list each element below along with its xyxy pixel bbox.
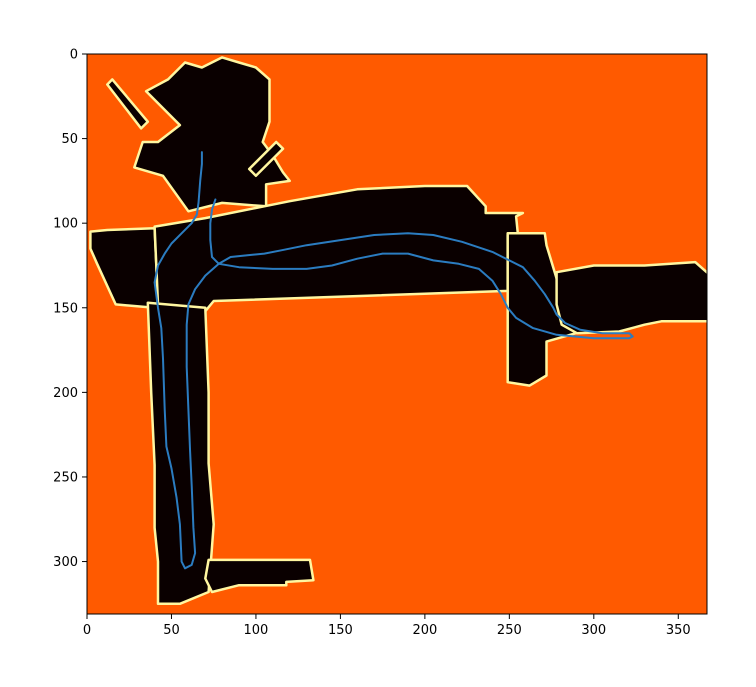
- free-space-layer: [89, 56, 707, 606]
- x-axis: 0 50 100 150 200 250 300 350: [83, 614, 691, 638]
- y-tick-label: 50: [61, 132, 78, 147]
- free-space-top-spike-right: [247, 140, 285, 178]
- trajectory-layer: [153, 151, 634, 570]
- plot-frame: [86, 53, 708, 615]
- y-tick-label: 300: [53, 555, 78, 570]
- trajectory-line: [153, 151, 634, 570]
- x-tick-label: 300: [581, 623, 606, 638]
- x-tick-label: 350: [666, 623, 691, 638]
- free-space-upper-cluster: [133, 56, 291, 213]
- y-tick-label: 200: [53, 386, 78, 401]
- x-tick-label: 0: [83, 623, 91, 638]
- plot-area: [87, 54, 707, 614]
- free-space-lower-arm: [204, 558, 315, 594]
- x-tick-label: 100: [244, 623, 269, 638]
- y-tick-label: 0: [70, 48, 78, 63]
- x-tick-label: 150: [328, 623, 353, 638]
- y-tick-label: 250: [53, 470, 78, 485]
- free-space-top-spike-left: [106, 78, 150, 130]
- x-tick-label: 200: [412, 623, 437, 638]
- x-tick-label: 50: [163, 623, 180, 638]
- free-space-right-wing: [555, 260, 707, 335]
- x-tick-label: 250: [497, 623, 522, 638]
- y-tick-label: 100: [53, 217, 78, 232]
- y-tick-label: 150: [53, 301, 78, 316]
- y-axis: 0 50 100 150 200 250 300: [53, 48, 87, 570]
- free-space-horizontal-corridor: [153, 184, 525, 313]
